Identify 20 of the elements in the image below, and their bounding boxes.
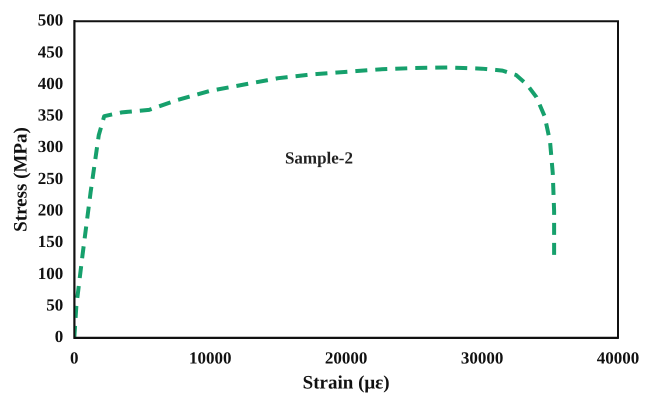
y-tick-label: 250	[38, 168, 64, 188]
x-tick-label: 0	[70, 348, 79, 368]
y-tick-label: 50	[46, 296, 64, 315]
y-tick-label: 400	[38, 74, 64, 93]
y-tick-label: 450	[38, 42, 64, 62]
y-tick-label: 200	[38, 200, 64, 220]
x-tick-label: 10000	[188, 348, 232, 368]
x-axis-title: Strain (με)	[302, 372, 390, 394]
y-tick-label: 100	[38, 264, 64, 283]
y-tick-label: 350	[38, 106, 64, 125]
y-tick-label: 500	[38, 10, 64, 30]
x-tick-label: 40000	[596, 348, 640, 368]
y-tick-label: 150	[38, 232, 64, 252]
y-tick-label: 300	[38, 137, 64, 156]
text: Sample-2	[284, 148, 353, 168]
y-tick-label: 0	[54, 327, 64, 346]
x-tick-label: 30000	[460, 348, 504, 368]
y-axis-title: Stress (MPa)	[10, 127, 32, 232]
line-series	[74, 65, 556, 338]
x-tick-label: 20000	[324, 348, 368, 368]
